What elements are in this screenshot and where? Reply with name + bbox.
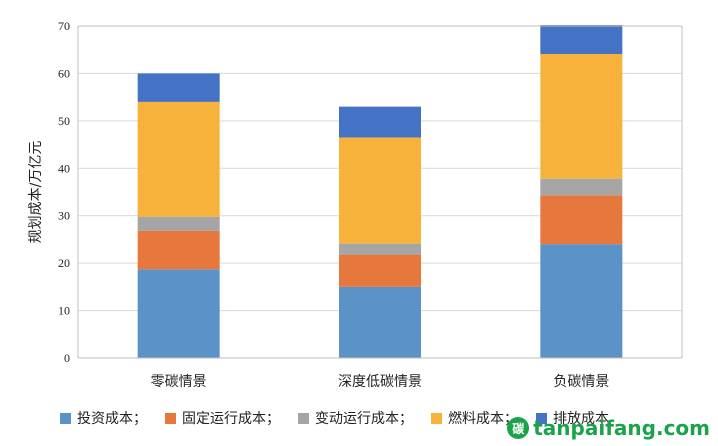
x-category-label: 负碳情景 xyxy=(553,374,609,390)
bar-segment xyxy=(339,254,421,287)
bar-segment xyxy=(540,195,623,245)
bar-segment xyxy=(339,243,421,255)
watermark-logo-icon: 碳 xyxy=(507,417,530,439)
bar-segment xyxy=(540,53,623,179)
y-tick-label: 50 xyxy=(58,114,70,128)
legend-label: 固定运行成本； xyxy=(182,411,280,427)
watermark: 碳 tanpaifang.com xyxy=(507,416,710,440)
x-category-label: 深度低碳情景 xyxy=(338,374,422,390)
y-tick-label: 30 xyxy=(58,209,70,223)
legend-swatch xyxy=(298,412,309,424)
legend-item: 投资成本； xyxy=(60,408,147,428)
bar-segment xyxy=(137,216,220,231)
legend-swatch xyxy=(60,412,71,424)
bar-segment xyxy=(540,178,623,196)
legend-swatch xyxy=(165,412,176,424)
legend-label: 投资成本； xyxy=(77,411,147,427)
legend-swatch xyxy=(536,412,547,424)
bar-segment xyxy=(137,269,220,358)
bar-segment xyxy=(339,286,421,358)
legend-label: 变动运行成本； xyxy=(315,411,413,427)
bar-segment xyxy=(137,230,220,270)
y-tick-label: 40 xyxy=(58,161,70,175)
bar-segment xyxy=(339,137,421,244)
stacked-bar-chart: 0 10 20 30 40 50 60 70 零碳情景 深度低碳情景 负碳情景 规划成本/万亿元 xyxy=(28,19,683,390)
legend-item: 燃料成本； xyxy=(431,408,518,428)
x-category-labels: 零碳情景 深度低碳情景 负碳情景 xyxy=(151,374,610,390)
bar-segment xyxy=(137,101,220,217)
y-tick-label: 20 xyxy=(58,256,70,270)
y-axis-label: 规划成本/万亿元 xyxy=(28,141,44,244)
y-tick-label: 0 xyxy=(64,351,70,365)
bar-segment xyxy=(540,25,623,54)
legend-item: 固定运行成本； xyxy=(165,408,280,428)
y-tick-label: 60 xyxy=(58,66,70,80)
legend-label: 排放成本 xyxy=(553,411,609,427)
legend-swatch xyxy=(431,412,442,424)
bar-segment xyxy=(540,244,623,358)
bar-segment xyxy=(137,73,220,102)
legend-item: 排放成本 xyxy=(536,408,609,428)
bar-segment xyxy=(339,106,421,138)
legend: 投资成本； 固定运行成本； 变动运行成本； 燃料成本； 排放成本 xyxy=(60,405,710,431)
legend-label: 燃料成本； xyxy=(448,411,518,427)
y-tick-labels: 0 10 20 30 40 50 60 70 xyxy=(58,19,70,365)
watermark-text: tanpaifang.com xyxy=(533,416,710,440)
y-tick-label: 70 xyxy=(58,19,70,33)
y-tick-label: 10 xyxy=(58,304,70,318)
legend-item: 变动运行成本； xyxy=(298,408,413,428)
bars xyxy=(137,25,623,358)
x-category-label: 零碳情景 xyxy=(151,374,207,390)
